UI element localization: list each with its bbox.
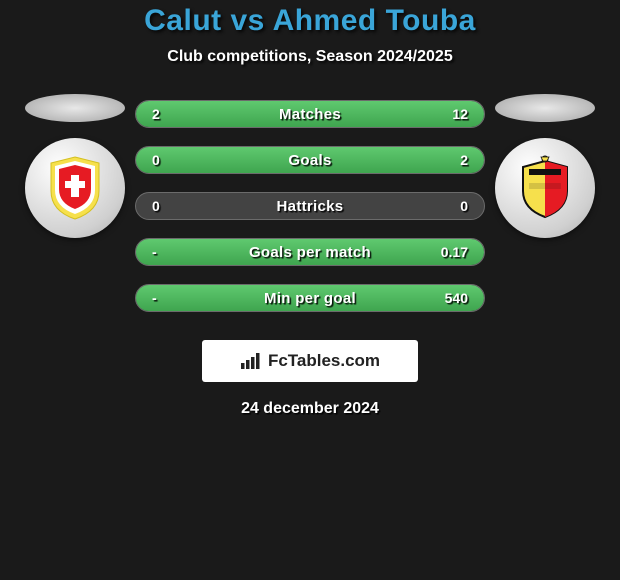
footer-date: 24 december 2024 [0, 400, 620, 418]
left-team-crest [25, 138, 125, 238]
stat-row: 0 Hattricks 0 [135, 192, 485, 220]
bars-chart-icon [240, 352, 262, 370]
standard-liege-icon [47, 155, 103, 221]
right-team-col [495, 94, 595, 238]
stat-label: Hattricks [136, 198, 484, 215]
stat-label: Min per goal [136, 290, 484, 307]
stats-area: 2 Matches 12 0 Goals 2 0 Hattricks 0 [0, 94, 620, 312]
comparison-card: Calut vs Ahmed Touba Club competitions, … [0, 0, 620, 418]
brand-badge: FcTables.com [202, 340, 418, 382]
stat-bars: 2 Matches 12 0 Goals 2 0 Hattricks 0 [135, 94, 485, 312]
right-team-halo [495, 94, 595, 122]
stat-label: Matches [136, 106, 484, 123]
left-team-col [25, 94, 125, 238]
brand-text: FcTables.com [268, 351, 380, 371]
stat-row: 0 Goals 2 [135, 146, 485, 174]
right-team-crest [495, 138, 595, 238]
stat-label: Goals [136, 152, 484, 169]
stat-row: 2 Matches 12 [135, 100, 485, 128]
left-team-halo [25, 94, 125, 122]
stat-value-right: 0 [460, 198, 468, 214]
kvm-icon [517, 155, 573, 221]
stat-value-right: 0.17 [441, 244, 468, 260]
stat-row: - Min per goal 540 [135, 284, 485, 312]
page-subtitle: Club competitions, Season 2024/2025 [0, 48, 620, 66]
stat-row: - Goals per match 0.17 [135, 238, 485, 266]
stat-label: Goals per match [136, 244, 484, 261]
stat-value-right: 540 [445, 290, 468, 306]
stat-value-right: 2 [460, 152, 468, 168]
page-title: Calut vs Ahmed Touba [0, 4, 620, 38]
stat-value-right: 12 [452, 106, 468, 122]
